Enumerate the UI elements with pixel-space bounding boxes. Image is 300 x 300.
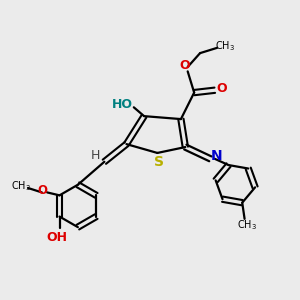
Text: CH$_3$: CH$_3$	[215, 40, 236, 53]
Text: O: O	[38, 184, 48, 197]
Text: S: S	[154, 155, 164, 169]
Text: CH$_3$: CH$_3$	[11, 179, 31, 193]
Text: OH: OH	[46, 231, 68, 244]
Text: CH$_3$: CH$_3$	[237, 218, 257, 232]
Text: H: H	[90, 149, 100, 162]
Text: O: O	[216, 82, 226, 95]
Text: HO: HO	[112, 98, 133, 111]
Text: N: N	[210, 149, 222, 164]
Text: O: O	[179, 59, 190, 72]
